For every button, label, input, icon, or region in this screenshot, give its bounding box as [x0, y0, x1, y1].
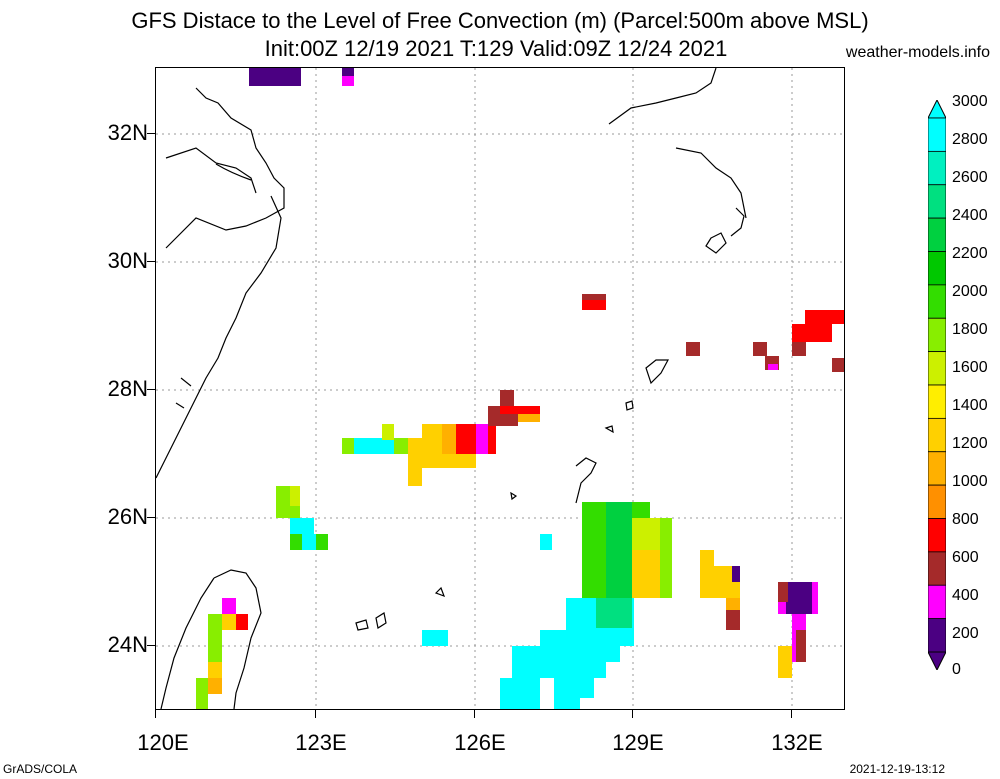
chart-subtitle: Init:00Z 12/19 2021 T:129 Valid:09Z 12/2…: [264, 36, 728, 61]
lat-tick: [147, 389, 155, 390]
lat-label-26n: 26N: [107, 504, 148, 529]
colorbar-label: 2800: [952, 131, 988, 148]
lon-label-123e: 123E: [295, 730, 347, 755]
colorbar-segment: [928, 117, 946, 152]
lat-label-32n: 32N: [107, 120, 148, 145]
lon-tick: [632, 710, 633, 718]
colorbar-bottom-arrow: [928, 651, 946, 670]
colorbar-segment: [928, 584, 946, 620]
chart-title: GFS Distace to the Level of Free Convect…: [131, 8, 869, 33]
lon-label-132e: 132E: [771, 730, 823, 755]
colorbar-label: 600: [952, 549, 979, 566]
colorbar-label: 2200: [952, 245, 988, 262]
lon-tick: [791, 710, 792, 718]
lat-tick: [147, 517, 155, 518]
lat-tick: [147, 261, 155, 262]
lon-label-129e: 129E: [612, 730, 664, 755]
colorbar-segment: [928, 251, 946, 286]
colorbar-segment: [928, 417, 946, 453]
colorbar-label: 0: [952, 661, 961, 678]
footer-right: 2021-12-19-13:12: [849, 762, 945, 776]
lon-label-120e: 120E: [137, 730, 189, 755]
colorbar-label: 200: [952, 625, 979, 642]
colorbar-label: 1600: [952, 359, 988, 376]
colorbar-label: 1000: [952, 473, 988, 490]
colorbar-segment: [928, 351, 946, 386]
colorbar-segment: [928, 484, 946, 519]
colorbar-segment: [928, 150, 946, 186]
lat-label-24n: 24N: [107, 632, 148, 657]
map-area: [155, 67, 845, 710]
colorbar-segment: [928, 284, 946, 319]
colorbar-segment: [928, 184, 946, 219]
grid: [156, 68, 844, 709]
map-svg: [156, 68, 844, 709]
lat-label-28n: 28N: [107, 376, 148, 401]
colorbar-segment: [928, 384, 946, 419]
colorbar-label: 2600: [952, 169, 988, 186]
colorbar-segment: [928, 551, 946, 586]
colorbar-label: 2400: [952, 207, 988, 224]
colorbar-segment: [928, 451, 946, 486]
colorbar-label: 2000: [952, 283, 988, 300]
colorbar-segment: [928, 618, 946, 653]
coastlines: [156, 68, 747, 709]
footer-left: GrADS/COLA: [3, 762, 78, 776]
lon-tick: [474, 710, 475, 718]
colorbar-segment: [928, 217, 946, 252]
lon-tick: [155, 710, 156, 718]
lat-tick: [147, 645, 155, 646]
lon-label-126e: 126E: [454, 730, 506, 755]
colorbar-top-arrow: [928, 100, 946, 119]
colorbar-label: 800: [952, 511, 979, 528]
colorbar-label: 400: [952, 587, 979, 604]
lat-tick: [147, 133, 155, 134]
colorbar-segment: [928, 518, 946, 553]
colorbar-label: 3000: [952, 93, 988, 110]
colorbar-segment: [928, 317, 946, 353]
lon-tick: [315, 710, 316, 718]
lat-label-30n: 30N: [107, 248, 148, 273]
colorbar: [928, 100, 946, 670]
lfc-shading: [196, 68, 844, 709]
colorbar-label: 1800: [952, 321, 988, 338]
colorbar-label: 1200: [952, 435, 988, 452]
colorbar-label: 1400: [952, 397, 988, 414]
site-label: weather-models.info: [845, 44, 990, 61]
